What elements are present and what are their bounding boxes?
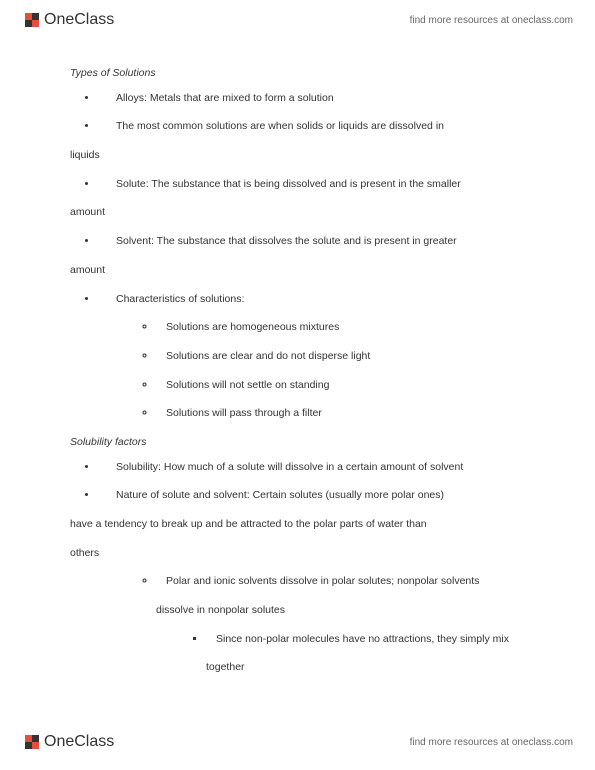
footer-tagline: find more resources at oneclass.com [410, 737, 573, 748]
bullet-text: Polar and ionic solvents dissolve in pol… [166, 575, 479, 587]
polar-sublist: Since non-polar molecules have no attrac… [166, 632, 525, 675]
section-title-types: Types of Solutions [70, 66, 525, 81]
bullet-text: Solute: The substance that is being diss… [116, 178, 461, 190]
list-item: Nature of solute and solvent: Certain so… [98, 488, 525, 675]
bullet-text: Since non-polar molecules have no attrac… [216, 633, 509, 645]
bullet-text: Solutions are homogeneous mixtures [166, 321, 339, 333]
bullet-text: Solutions will not settle on standing [166, 379, 329, 391]
logo-icon [22, 10, 42, 30]
footer: OneClass find more resources at oneclass… [0, 722, 595, 762]
bullet-continuation: together [206, 660, 525, 675]
list-item: Solvent: The substance that dissolves th… [98, 234, 525, 277]
document-body: Types of Solutions Alloys: Metals that a… [0, 40, 595, 699]
list-item: The most common solutions are when solid… [98, 119, 525, 162]
list-item: Characteristics of solutions: Solutions … [98, 292, 525, 421]
list-item: Polar and ionic solvents dissolve in pol… [156, 574, 525, 675]
bullet-continuation: amount [70, 205, 525, 220]
bullet-text: Characteristics of solutions: [116, 293, 244, 305]
list-item: Alloys: Metals that are mixed to form a … [98, 91, 525, 106]
nature-sublist: Polar and ionic solvents dissolve in pol… [116, 574, 525, 675]
logo-text: OneClass [44, 733, 114, 751]
bullet-text: Solutions are clear and do not disperse … [166, 350, 370, 362]
header-tagline: find more resources at oneclass.com [410, 15, 573, 26]
bullet-continuation: liquids [70, 148, 525, 163]
bullet-continuation: dissolve in nonpolar solutes [156, 603, 525, 618]
list-item: Solutions are homogeneous mixtures [156, 320, 525, 335]
characteristics-sublist: Solutions are homogeneous mixtures Solut… [116, 320, 525, 421]
bullet-continuation: others [70, 546, 525, 561]
bullet-text: Nature of solute and solvent: Certain so… [116, 489, 444, 501]
logo-text: OneClass [44, 11, 114, 29]
section-title-solubility: Solubility factors [70, 435, 525, 450]
solubility-list: Solubility: How much of a solute will di… [70, 460, 525, 676]
list-item: Solubility: How much of a solute will di… [98, 460, 525, 475]
bullet-text: Solvent: The substance that dissolves th… [116, 235, 457, 247]
bullet-continuation: amount [70, 263, 525, 278]
logo: OneClass [22, 10, 114, 30]
logo-icon [22, 732, 42, 752]
list-item: Solute: The substance that is being diss… [98, 177, 525, 220]
list-item: Solutions will not settle on standing [156, 378, 525, 393]
bullet-continuation: have a tendency to break up and be attra… [70, 517, 525, 532]
logo: OneClass [22, 732, 114, 752]
types-list: Alloys: Metals that are mixed to form a … [70, 91, 525, 421]
bullet-text: The most common solutions are when solid… [116, 120, 444, 132]
list-item: Since non-polar molecules have no attrac… [206, 632, 525, 675]
bullet-text: Solutions will pass through a filter [166, 407, 322, 419]
list-item: Solutions are clear and do not disperse … [156, 349, 525, 364]
header: OneClass find more resources at oneclass… [0, 0, 595, 40]
list-item: Solutions will pass through a filter [156, 406, 525, 421]
bullet-text: Alloys: Metals that are mixed to form a … [116, 92, 334, 104]
bullet-text: Solubility: How much of a solute will di… [116, 461, 463, 473]
